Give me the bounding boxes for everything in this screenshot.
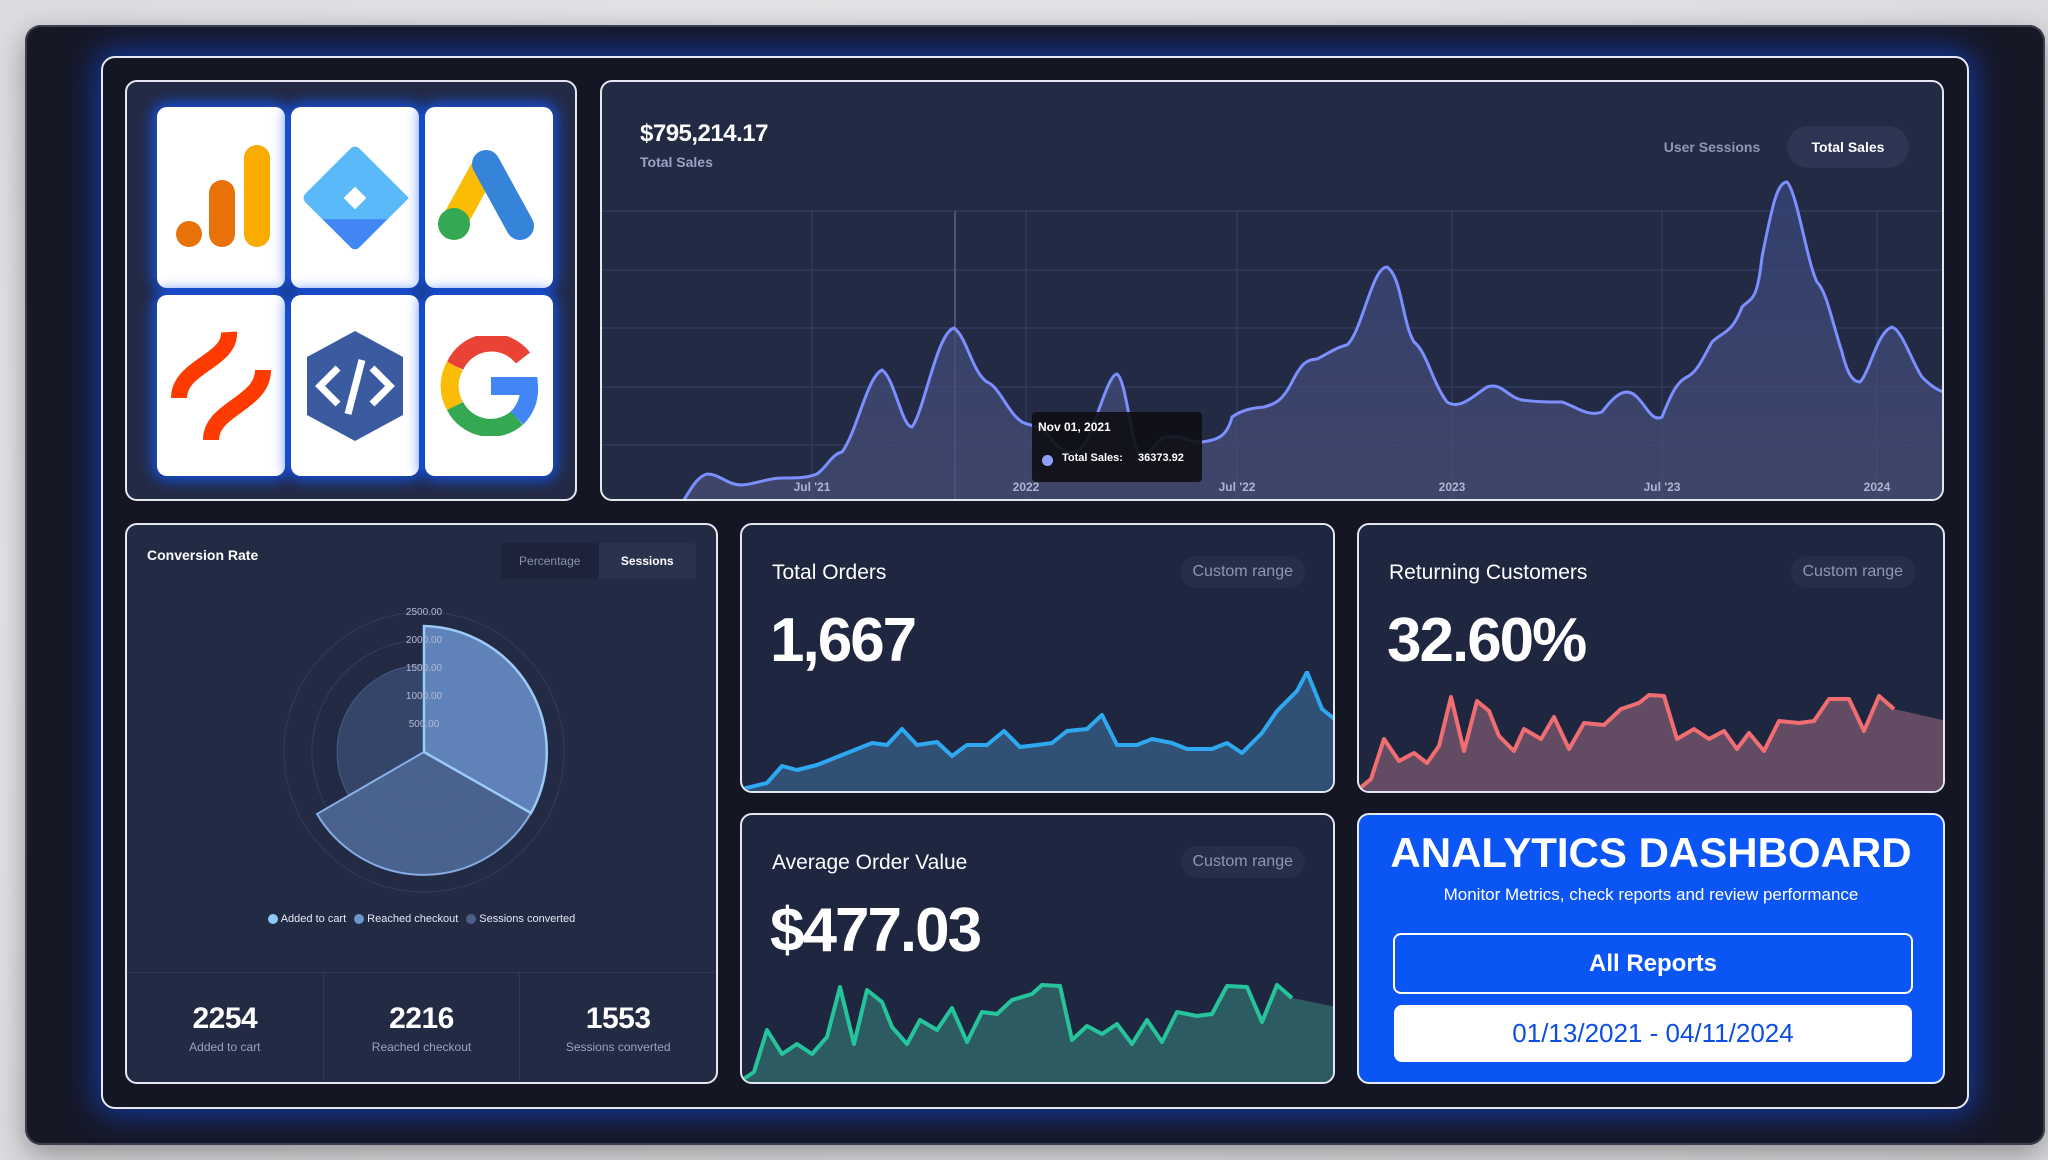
integration-tile-hotjar[interactable] bbox=[157, 295, 285, 476]
total-orders-card: Total Orders Custom range 1,667 bbox=[740, 523, 1335, 793]
custom-range-button[interactable]: Custom range bbox=[1180, 556, 1305, 588]
x-tick: Jul '23 bbox=[1643, 480, 1681, 494]
integration-tile-google[interactable] bbox=[425, 295, 553, 476]
total-sales-chart-card: $795,214.17 Total Sales User Sessions To… bbox=[600, 80, 1944, 501]
radial-tick: 500.00 bbox=[409, 719, 440, 730]
analytics-dashboard-card: ANALYTICS DASHBOARD Monitor Metrics, che… bbox=[1357, 813, 1945, 1084]
legend-label: Sessions converted bbox=[479, 913, 576, 925]
kpi-value: $477.03 bbox=[770, 896, 982, 965]
hero-title: ANALYTICS DASHBOARD bbox=[1390, 829, 1912, 876]
total-sales-value: $795,214.17 bbox=[640, 120, 768, 147]
conversion-polar-chart[interactable]: 2500.00 2000.00 1500.00 1000.00 500.00 bbox=[127, 575, 718, 905]
stat-added-to-cart: 2254 Added to cart bbox=[127, 973, 324, 1082]
x-tick: 2022 bbox=[1012, 480, 1040, 494]
legend-item-reached-checkout[interactable]: Reached checkout bbox=[354, 913, 458, 925]
average-order-value-card: Average Order Value Custom range $477.03 bbox=[740, 813, 1335, 1084]
integration-tile-custom-code[interactable] bbox=[291, 295, 419, 476]
radial-tick: 1500.00 bbox=[406, 663, 443, 674]
x-tick: 2024 bbox=[1863, 480, 1891, 494]
legend-label: Reached checkout bbox=[367, 913, 459, 925]
integration-tile-google-tag-manager[interactable] bbox=[291, 107, 419, 288]
kpi-title: Average Order Value bbox=[772, 851, 968, 874]
hero-subtitle: Monitor Metrics, check reports and revie… bbox=[1443, 885, 1859, 904]
google-analytics-icon bbox=[176, 144, 270, 247]
stat-label: Added to cart bbox=[189, 1039, 261, 1054]
legend-dot-icon bbox=[354, 914, 365, 924]
legend-dot-icon bbox=[466, 914, 477, 924]
radial-tick: 2500.00 bbox=[406, 607, 443, 618]
returning-customers-sparkline bbox=[1359, 693, 1943, 791]
conversion-stats: 2254 Added to cart 2216 Reached checkout… bbox=[127, 972, 716, 1082]
tooltip-value: 36373.92 bbox=[1138, 452, 1184, 464]
toggle-total-sales[interactable]: Total Sales bbox=[1787, 126, 1909, 168]
total-sales-area-chart[interactable] bbox=[602, 82, 1944, 501]
stat-label: Reached checkout bbox=[371, 1039, 472, 1054]
kpi-title: Returning Customers bbox=[1389, 561, 1588, 584]
tooltip-date: Nov 01, 2021 bbox=[1038, 420, 1111, 434]
hotjar-icon bbox=[171, 330, 271, 441]
stat-sessions-converted: 1553 Sessions converted bbox=[520, 973, 716, 1082]
legend-label: Added to cart bbox=[280, 913, 347, 925]
google-ads-icon bbox=[438, 149, 534, 240]
custom-range-button[interactable]: Custom range bbox=[1180, 846, 1305, 878]
legend-item-added-to-cart[interactable]: Added to cart bbox=[267, 913, 347, 925]
tab-sessions[interactable]: Sessions bbox=[598, 543, 696, 579]
chart-tooltip: Nov 01, 2021 Total Sales: 36373.92 bbox=[1032, 412, 1202, 482]
toggle-user-sessions[interactable]: User Sessions bbox=[1663, 139, 1761, 155]
kpi-value: 1,667 bbox=[770, 606, 917, 675]
all-reports-button[interactable]: All Reports bbox=[1393, 933, 1913, 994]
average-order-value-sparkline bbox=[742, 983, 1333, 1082]
legend-item-sessions-converted[interactable]: Sessions converted bbox=[466, 913, 575, 925]
integration-tile-google-analytics[interactable] bbox=[157, 107, 285, 288]
google-tag-manager-icon bbox=[303, 146, 409, 249]
returning-customers-card: Returning Customers Custom range 32.60% bbox=[1357, 523, 1945, 793]
conversion-legend: Added to cart Reached checkout Sessions … bbox=[127, 913, 716, 925]
integrations-card bbox=[125, 80, 577, 501]
tab-percentage[interactable]: Percentage bbox=[519, 554, 581, 568]
x-tick: Jul '22 bbox=[1218, 480, 1256, 494]
stat-reached-checkout: 2216 Reached checkout bbox=[324, 973, 521, 1082]
conversion-title: Conversion Rate bbox=[147, 547, 259, 563]
kpi-value: 32.60% bbox=[1387, 606, 1587, 675]
tooltip-series-label: Total Sales: bbox=[1062, 452, 1123, 464]
total-orders-sparkline bbox=[742, 671, 1333, 791]
stat-value: 2254 bbox=[192, 1001, 258, 1035]
conversion-rate-card: Conversion Rate Percentage Sessions 2500… bbox=[125, 523, 718, 1084]
custom-range-button[interactable]: Custom range bbox=[1790, 556, 1915, 588]
stat-value: 2216 bbox=[389, 1001, 454, 1035]
date-range-picker[interactable]: 01/13/2021 - 04/11/2024 bbox=[1394, 1005, 1912, 1062]
integration-tile-google-ads[interactable] bbox=[425, 107, 553, 288]
x-tick: Jul '21 bbox=[793, 480, 831, 494]
conversion-view-toggle: Percentage Sessions bbox=[501, 543, 696, 579]
stat-value: 1553 bbox=[585, 1001, 651, 1035]
legend-dot-icon bbox=[267, 914, 278, 924]
google-icon bbox=[440, 335, 539, 436]
series-dot-icon bbox=[1042, 455, 1053, 466]
kpi-title: Total Orders bbox=[772, 561, 887, 584]
stat-label: Sessions converted bbox=[565, 1039, 671, 1054]
total-sales-label: Total Sales bbox=[640, 154, 713, 170]
radial-tick: 2000.00 bbox=[406, 635, 443, 646]
code-embed-icon bbox=[307, 330, 403, 441]
x-tick: 2023 bbox=[1438, 480, 1466, 494]
radial-tick: 1000.00 bbox=[406, 691, 443, 702]
